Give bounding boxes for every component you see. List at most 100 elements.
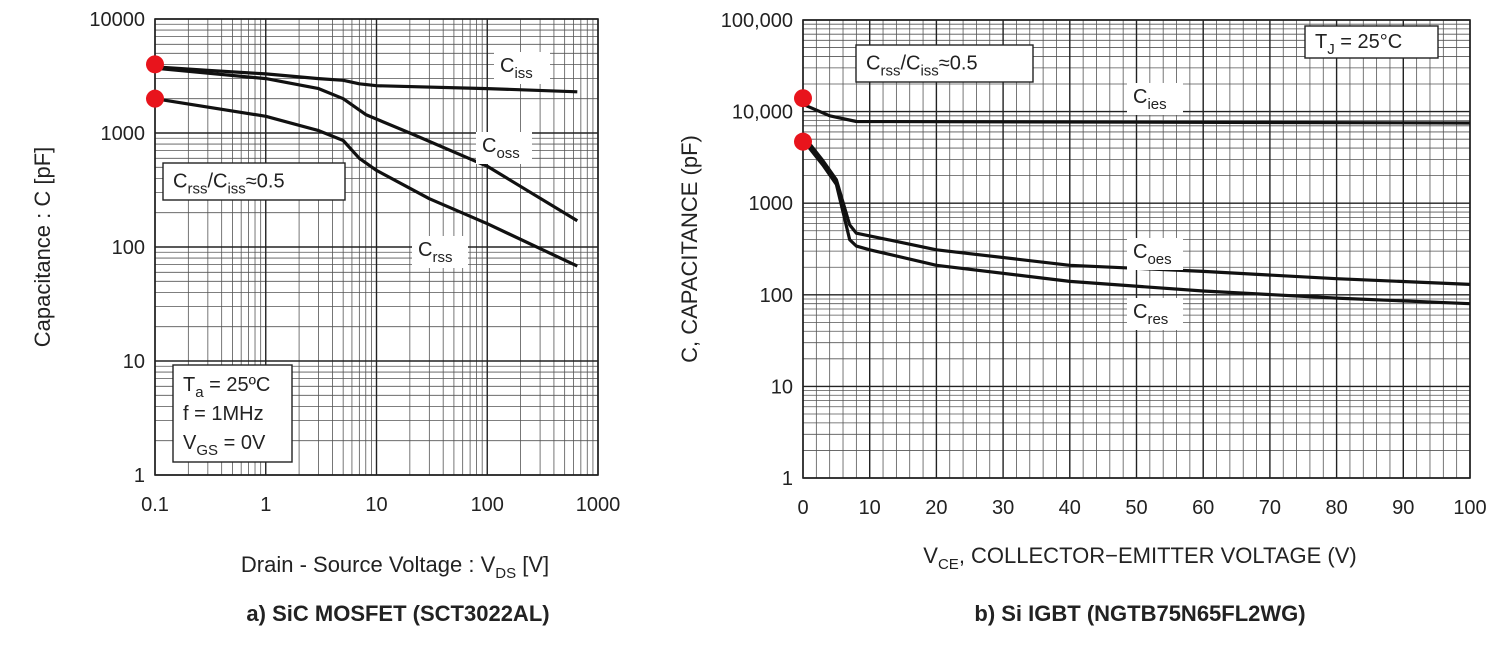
annotation-text-part: ≈0.5 bbox=[939, 53, 978, 75]
x-tick-label: 50 bbox=[1125, 497, 1147, 519]
x-axis-label-part: DS bbox=[495, 565, 516, 582]
annotation-text-part: T bbox=[183, 374, 195, 396]
annotation-box bbox=[855, 44, 1034, 83]
annotation-box bbox=[162, 162, 346, 201]
x-axis-label-part: V bbox=[923, 543, 938, 568]
annotation-text-part: ≈0.5 bbox=[246, 171, 285, 193]
x-axis-label-part: Drain - Source Voltage : V bbox=[241, 552, 496, 577]
x-tick-label: 20 bbox=[925, 497, 947, 519]
x-tick-label: 70 bbox=[1259, 497, 1281, 519]
annotation-text-part: J bbox=[1327, 41, 1335, 58]
curve-label-part: C bbox=[1133, 86, 1147, 108]
marker bbox=[146, 55, 164, 74]
curve-label-part: C bbox=[1133, 241, 1147, 263]
annotation-text: f = 1MHz bbox=[183, 403, 264, 425]
x-axis-label: VCE, COLLECTOR−EMITTER VOLTAGE (V) bbox=[923, 543, 1356, 573]
annotation-text-part: C bbox=[866, 53, 880, 75]
annotation-box bbox=[172, 364, 293, 463]
curve-label-bg bbox=[1127, 83, 1183, 115]
curve-label-part: rss bbox=[432, 249, 452, 266]
x-tick-label: 100 bbox=[1453, 497, 1486, 519]
curve-label: Ciss bbox=[500, 55, 533, 82]
x-tick-label: 0.1 bbox=[141, 494, 169, 516]
x-axis-label: Drain - Source Voltage : VDS [V] bbox=[241, 552, 549, 582]
annotation-text-part: rss bbox=[880, 63, 900, 80]
chart: 1 10 100 1000 10,000 100,000 0 10 20 30 40 50 60 70 80… bbox=[677, 10, 1487, 626]
x-tick-label: 40 bbox=[1059, 497, 1081, 519]
curve-label-part: oes bbox=[1147, 251, 1171, 268]
curve-label: Coss bbox=[482, 135, 520, 162]
y-tick-label: 100 bbox=[112, 237, 145, 259]
curve-label: Coes bbox=[1133, 241, 1172, 268]
annotation-text-part: V bbox=[183, 432, 197, 454]
y-tick-label: 1000 bbox=[101, 123, 146, 145]
annotation-text-part: = 0V bbox=[218, 432, 266, 454]
chart-caption: a) SiC MOSFET (SCT3022AL) bbox=[246, 601, 549, 626]
curve-label-bg bbox=[476, 132, 532, 164]
y-axis-label-part: C, CAPACITANCE (pF) bbox=[677, 135, 702, 363]
marker bbox=[146, 89, 164, 108]
plot-frame bbox=[154, 18, 599, 476]
chart-caption: b) Si IGBT (NGTB75N65FL2WG) bbox=[974, 601, 1305, 626]
curve bbox=[801, 134, 1471, 286]
curve-label-part: C bbox=[482, 135, 496, 157]
curve bbox=[154, 97, 578, 268]
y-tick-label: 1 bbox=[134, 465, 145, 487]
plot-frame bbox=[802, 19, 1471, 479]
x-axis-label-part: CE bbox=[938, 556, 959, 573]
annotation-text-part: T bbox=[1315, 31, 1327, 53]
annotation-text: VGS = 0V bbox=[183, 432, 266, 459]
x-axis-label-part: [V] bbox=[516, 552, 549, 577]
x-tick-label: 80 bbox=[1325, 497, 1347, 519]
curve bbox=[801, 139, 1471, 306]
y-axis-label: C, CAPACITANCE (pF) bbox=[677, 135, 702, 363]
annotation-text-part: rss bbox=[187, 181, 207, 198]
marker bbox=[794, 132, 812, 151]
annotation-text-part: a bbox=[195, 384, 204, 401]
curve-label-part: iss bbox=[514, 65, 532, 82]
annotation-text-part: C bbox=[173, 171, 187, 193]
curve-label-bg bbox=[1127, 298, 1183, 330]
annotation-text-part: = 25ºC bbox=[204, 374, 271, 396]
curve bbox=[154, 66, 579, 223]
curve bbox=[802, 102, 1471, 125]
annotation-text: Ta = 25ºC bbox=[183, 374, 270, 401]
annotation-text: TJ = 25°C bbox=[1315, 31, 1402, 58]
curve bbox=[154, 65, 578, 94]
x-axis-label-part: , COLLECTOR−EMITTER VOLTAGE (V) bbox=[959, 543, 1357, 568]
y-tick-label: 10000 bbox=[89, 9, 145, 31]
curve-label-part: C bbox=[418, 239, 432, 261]
x-tick-label: 10 bbox=[859, 497, 881, 519]
y-axis-label: Capacitance : C [pF] bbox=[30, 147, 55, 348]
y-tick-label: 100,000 bbox=[721, 10, 793, 32]
annotation-text-part: = 25°C bbox=[1335, 31, 1402, 53]
x-tick-label: 60 bbox=[1192, 497, 1214, 519]
curve-label: Cres bbox=[1133, 301, 1168, 328]
annotation-text: Crss/Ciss≈0.5 bbox=[173, 171, 285, 198]
y-tick-label: 1000 bbox=[749, 193, 794, 215]
annotation-box bbox=[1304, 25, 1439, 59]
annotation-text-part: f = 1MHz bbox=[183, 403, 264, 425]
y-axis-label-part: Capacitance : C [pF] bbox=[30, 147, 55, 348]
x-tick-label: 30 bbox=[992, 497, 1014, 519]
curve-label-part: C bbox=[500, 55, 514, 77]
annotation-text: Crss/Ciss≈0.5 bbox=[866, 53, 978, 80]
annotation-text-part: iss bbox=[920, 63, 938, 80]
curve-label: Cies bbox=[1133, 86, 1167, 113]
annotation-text-part: /C bbox=[900, 53, 920, 75]
annotation-text-part: iss bbox=[227, 181, 245, 198]
marker bbox=[794, 89, 812, 108]
x-tick-label: 0 bbox=[797, 497, 808, 519]
y-tick-label: 1 bbox=[782, 468, 793, 490]
y-tick-label: 10,000 bbox=[732, 102, 793, 124]
curve-label-part: res bbox=[1147, 311, 1168, 328]
y-tick-label: 10 bbox=[123, 351, 145, 373]
x-tick-label: 1 bbox=[260, 494, 271, 516]
curve-label-bg bbox=[1127, 238, 1183, 270]
curve-label-part: C bbox=[1133, 301, 1147, 323]
annotation-text-part: GS bbox=[196, 442, 218, 459]
x-tick-label: 1000 bbox=[576, 494, 621, 516]
y-tick-label: 100 bbox=[760, 285, 793, 307]
